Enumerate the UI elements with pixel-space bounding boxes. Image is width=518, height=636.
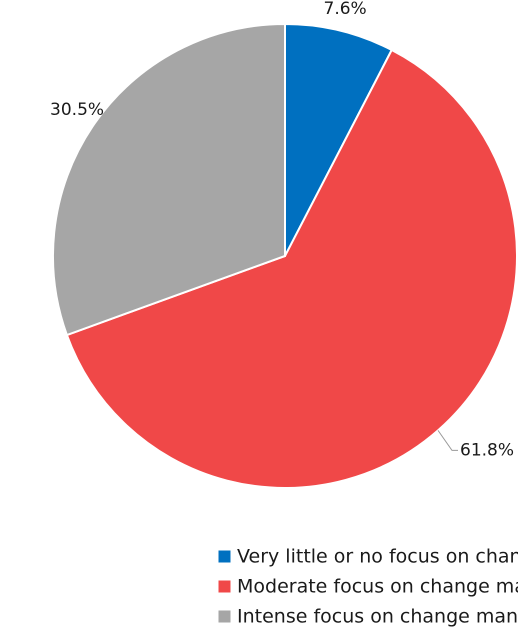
- pie-slice: [284, 22, 394, 257]
- pie-slice: [65, 48, 518, 489]
- data-label: 30.5%: [50, 100, 104, 120]
- legend-label: Very little or no focus on change manage…: [237, 546, 518, 568]
- legend-swatch: [217, 549, 232, 564]
- legend-label: Moderate focus on change management: [237, 576, 518, 598]
- legend-label: Intense focus on change management: [237, 606, 518, 628]
- leader-line: [437, 430, 459, 451]
- data-label: 61.8%: [460, 440, 514, 460]
- pie-slice: [52, 22, 286, 337]
- legend-swatch: [217, 609, 232, 624]
- data-label: 7.6%: [324, 0, 367, 19]
- legend-swatch: [217, 579, 232, 594]
